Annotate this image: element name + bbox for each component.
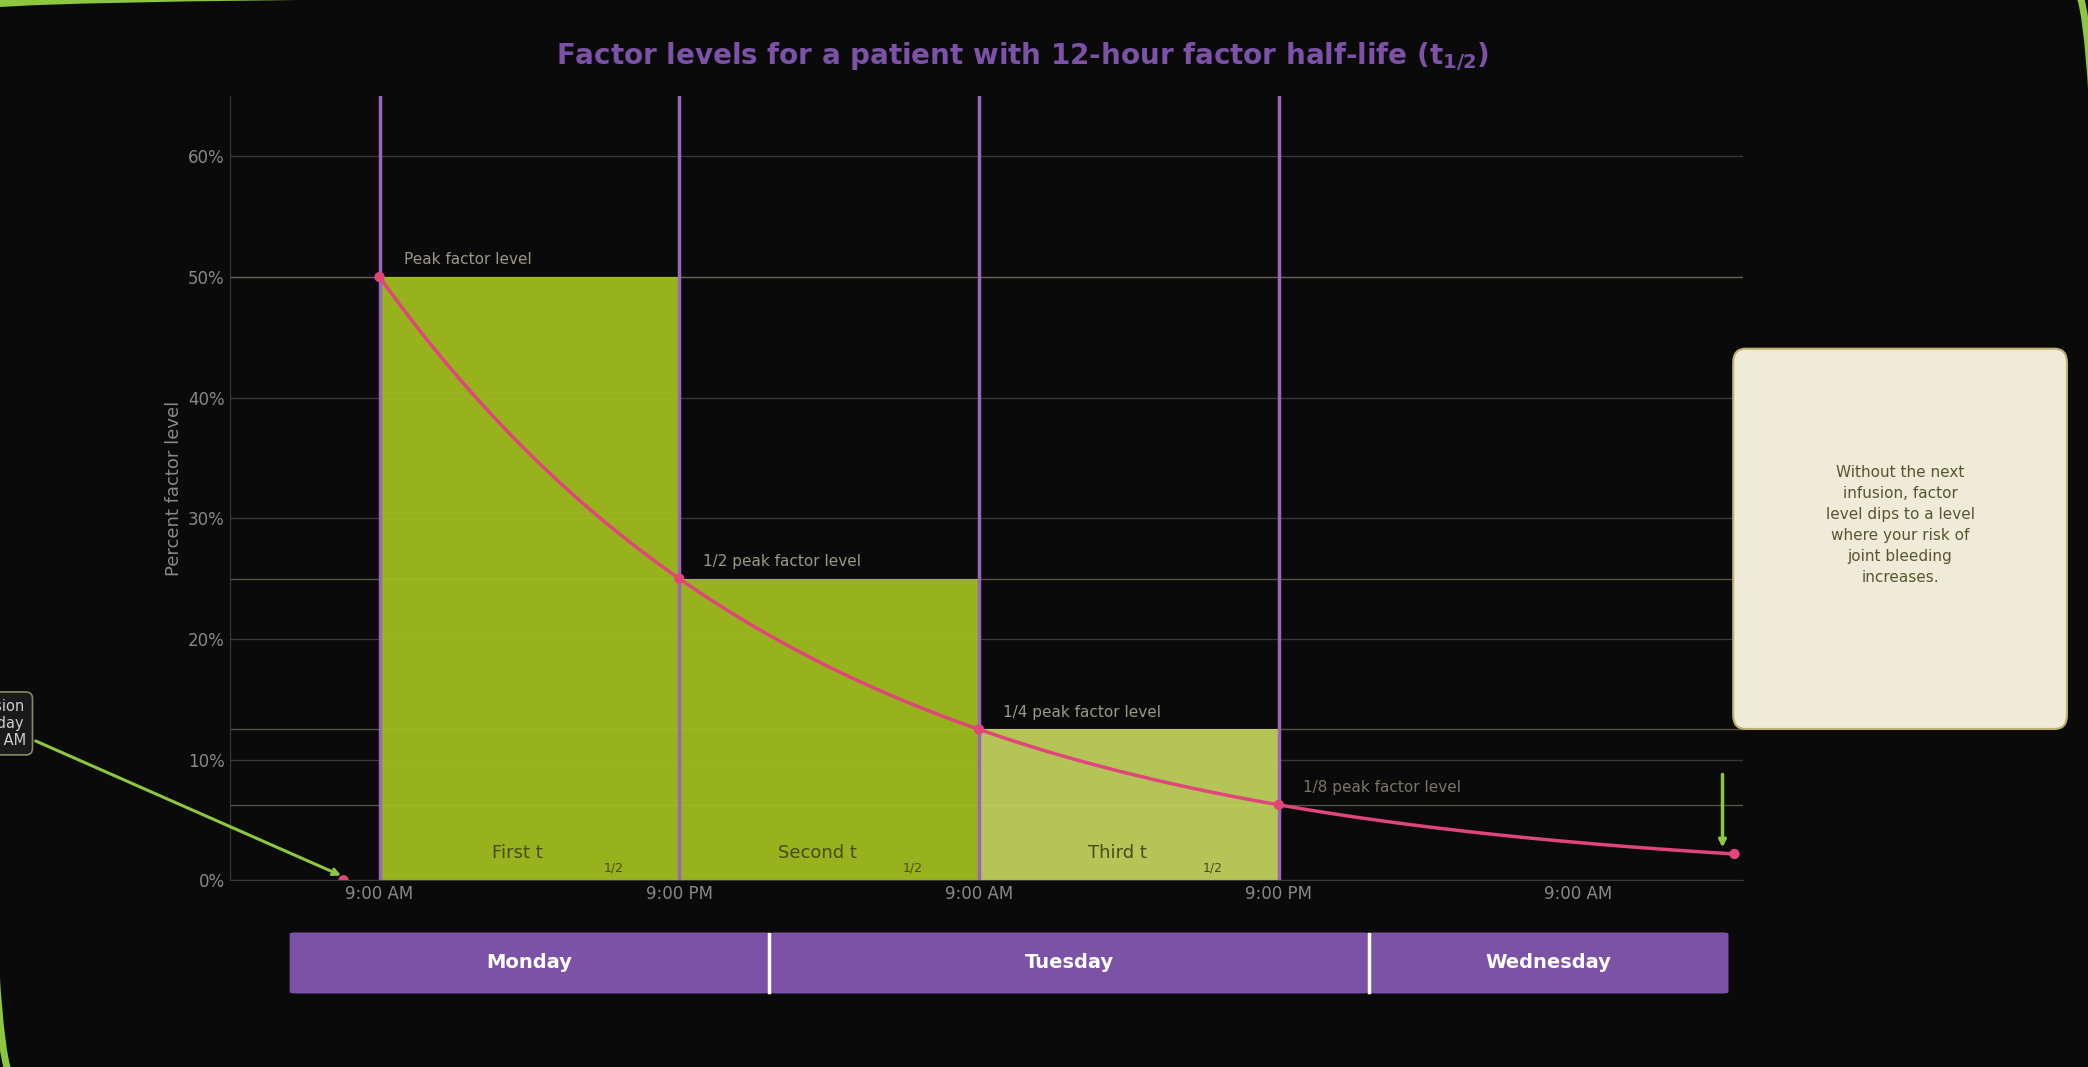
FancyBboxPatch shape <box>768 933 1370 993</box>
Bar <box>679 578 979 880</box>
Text: First t: First t <box>493 844 543 862</box>
Point <box>1261 796 1295 813</box>
Text: 1/8 peak factor level: 1/8 peak factor level <box>1303 780 1462 795</box>
Point <box>963 721 996 738</box>
Point <box>662 570 695 587</box>
Point <box>328 872 361 889</box>
Y-axis label: Percent factor level: Percent factor level <box>165 400 184 576</box>
Text: 1/2: 1/2 <box>1203 861 1224 874</box>
Text: 1/2: 1/2 <box>904 861 923 874</box>
Text: 1/4 peak factor level: 1/4 peak factor level <box>1002 705 1161 720</box>
Point <box>363 269 397 286</box>
Text: Without the next
infusion, factor
level dips to a level
where your risk of
joint: Without the next infusion, factor level … <box>1825 465 1975 585</box>
Text: 1/2 peak factor level: 1/2 peak factor level <box>704 554 862 569</box>
Text: Factor levels for a patient with 12-hour factor half-life (t$_{\mathregular{1/2}: Factor levels for a patient with 12-hour… <box>557 41 1489 74</box>
Text: 1/2: 1/2 <box>603 861 624 874</box>
FancyBboxPatch shape <box>1733 349 2067 729</box>
Text: Monday: Monday <box>487 954 572 972</box>
Bar <box>380 277 679 880</box>
Text: Tuesday: Tuesday <box>1025 954 1113 972</box>
FancyBboxPatch shape <box>1370 933 1729 993</box>
Point <box>1718 845 1752 862</box>
Text: Infusion
Monday
8:00 AM: Infusion Monday 8:00 AM <box>0 699 338 875</box>
Text: Second t: Second t <box>777 844 856 862</box>
Bar <box>979 730 1278 880</box>
Text: Third t: Third t <box>1088 844 1146 862</box>
Text: Wednesday: Wednesday <box>1487 954 1612 972</box>
FancyBboxPatch shape <box>290 933 768 993</box>
Text: Peak factor level: Peak factor level <box>403 253 530 268</box>
